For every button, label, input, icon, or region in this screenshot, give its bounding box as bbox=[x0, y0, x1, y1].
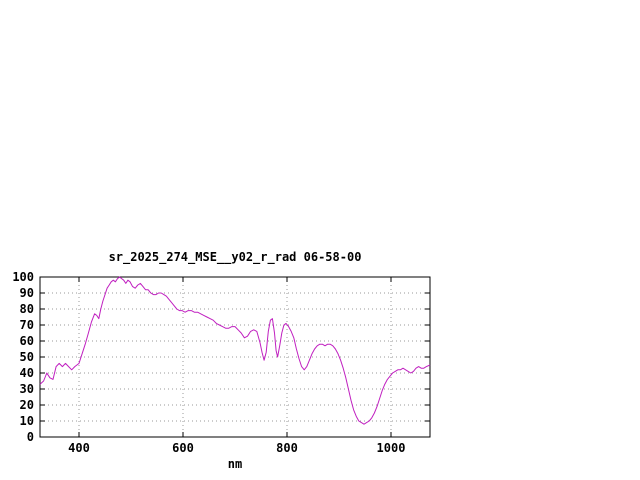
y-tick-label: 80 bbox=[20, 302, 34, 316]
x-tick-label: 1000 bbox=[377, 441, 406, 455]
y-tick-label: 100 bbox=[12, 270, 34, 284]
x-axis-label: nm bbox=[228, 457, 242, 471]
y-tick-label: 40 bbox=[20, 366, 34, 380]
series-line bbox=[39, 276, 431, 425]
tick-labels: 0 10 20 30 40 50 60 70 80 90 100 400 600 800 1000 bbox=[12, 270, 405, 455]
y-tick-label: 70 bbox=[20, 318, 34, 332]
y-tick-label: 10 bbox=[20, 414, 34, 428]
plot-border bbox=[39, 276, 431, 438]
y-tick-label: 50 bbox=[20, 350, 34, 364]
y-tick-label: 60 bbox=[20, 334, 34, 348]
chart-title: sr_2025_274_MSE__y02_r_rad 06-58-00 bbox=[109, 250, 362, 265]
x-tick-label: 800 bbox=[276, 441, 298, 455]
y-tick-label: 20 bbox=[20, 398, 34, 412]
tick-marks bbox=[40, 276, 430, 438]
y-tick-label: 90 bbox=[20, 286, 34, 300]
x-tick-label: 400 bbox=[68, 441, 90, 455]
grid-lines bbox=[40, 276, 430, 438]
x-tick-label: 600 bbox=[172, 441, 194, 455]
y-tick-label: 0 bbox=[27, 430, 34, 444]
y-tick-label: 30 bbox=[20, 382, 34, 396]
